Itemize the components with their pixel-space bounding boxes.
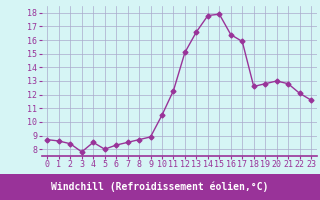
Text: Windchill (Refroidissement éolien,°C): Windchill (Refroidissement éolien,°C) <box>51 182 269 192</box>
